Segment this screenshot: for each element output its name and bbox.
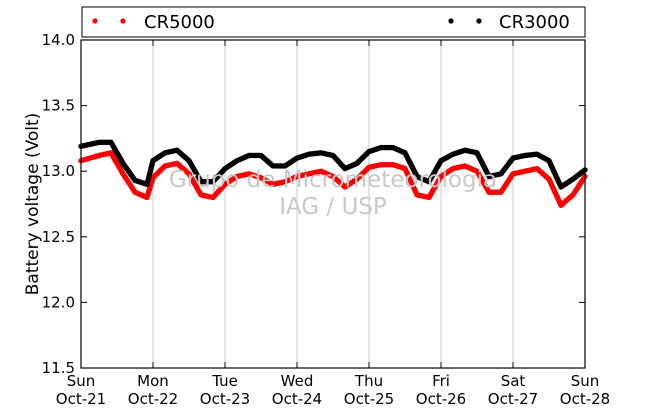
grid-lines [152, 40, 514, 368]
y-axis: 11.5 12.0 12.5 13.0 13.5 14.0 [42, 31, 585, 377]
legend-marker-cr5000-1 [92, 18, 98, 24]
watermark-line-1: Grupo de Micrometeorologia [169, 167, 497, 193]
y-tick-label: 13.0 [42, 162, 75, 180]
x-tick-label-day: Wed [281, 372, 314, 390]
plot-frame [80, 39, 586, 369]
series-cr5000 [78, 150, 588, 209]
series-cr3000 [78, 139, 588, 190]
x-tick-label-day: Sun [571, 372, 600, 390]
x-tick-label-date: Oct-23 [200, 390, 250, 408]
x-tick-label-day: Sat [501, 372, 526, 390]
x-tick-label-date: Oct-25 [344, 390, 394, 408]
x-tick-label-day: Thu [354, 372, 383, 390]
legend: CR5000 CR3000 [81, 6, 586, 38]
legend-box [81, 6, 586, 38]
y-tick-label: 12.5 [42, 228, 75, 246]
legend-marker-cr3000-2 [476, 18, 482, 24]
legend-label-cr3000: CR3000 [499, 12, 570, 33]
watermark: Grupo de Micrometeorologia IAG / USP [169, 167, 497, 220]
x-tick-label-date: Oct-27 [488, 390, 538, 408]
x-tick-label-day: Tue [211, 372, 238, 390]
legend-label-cr5000: CR5000 [144, 12, 215, 33]
y-tick-label: 14.0 [42, 31, 75, 49]
x-tick-label-date: Oct-26 [416, 390, 466, 408]
watermark-line-2: IAG / USP [279, 194, 387, 220]
x-tick-label-date: Oct-22 [128, 390, 178, 408]
y-tick-label: 12.0 [42, 293, 75, 311]
x-tick-label-date: Oct-28 [560, 390, 610, 408]
x-axis: SunOct-21MonOct-22TueOct-23WedOct-24ThuO… [56, 40, 610, 408]
x-tick-label-day: Fri [432, 372, 450, 390]
x-tick-label-day: Sun [67, 372, 96, 390]
y-tick-label: 13.5 [42, 97, 75, 115]
x-tick-label-date: Oct-24 [272, 390, 322, 408]
y-tick-label: 11.5 [42, 359, 75, 377]
y-axis-label: Battery voltage (Volt) [23, 113, 43, 296]
legend-marker-cr3000-1 [448, 18, 454, 24]
x-tick-label-day: Mon [137, 372, 169, 390]
x-tick-label-date: Oct-21 [56, 390, 106, 408]
legend-marker-cr5000-2 [120, 18, 126, 24]
